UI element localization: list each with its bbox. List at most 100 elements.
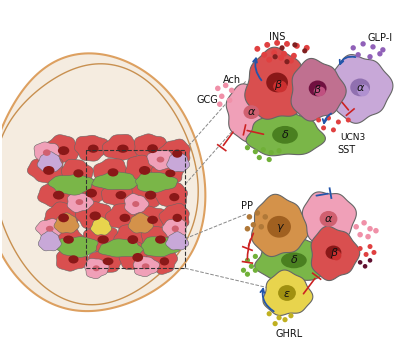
Ellipse shape xyxy=(244,105,259,119)
Polygon shape xyxy=(54,213,79,233)
Polygon shape xyxy=(141,226,176,253)
Point xyxy=(214,86,221,91)
Point xyxy=(252,149,258,154)
Point xyxy=(370,44,376,49)
Ellipse shape xyxy=(117,145,128,153)
Point xyxy=(284,59,290,64)
Point xyxy=(363,252,369,257)
Point xyxy=(367,226,373,232)
Text: Ach: Ach xyxy=(222,75,241,86)
Point xyxy=(288,313,294,318)
Polygon shape xyxy=(159,203,189,230)
Polygon shape xyxy=(67,192,94,212)
Polygon shape xyxy=(133,256,160,277)
Text: α: α xyxy=(325,214,332,224)
Ellipse shape xyxy=(281,252,307,268)
Point xyxy=(355,52,361,58)
Ellipse shape xyxy=(53,191,64,199)
Point xyxy=(350,45,356,50)
Polygon shape xyxy=(38,231,61,251)
Point xyxy=(316,117,322,123)
Text: δ: δ xyxy=(290,255,297,265)
Point xyxy=(291,53,297,59)
Point xyxy=(274,40,280,46)
Polygon shape xyxy=(89,249,122,272)
Ellipse shape xyxy=(93,265,100,271)
Polygon shape xyxy=(134,134,168,162)
Ellipse shape xyxy=(157,157,164,163)
Point xyxy=(294,43,300,49)
Ellipse shape xyxy=(58,213,69,222)
Ellipse shape xyxy=(132,201,139,207)
Text: GLP-I: GLP-I xyxy=(367,33,392,43)
Ellipse shape xyxy=(172,225,179,232)
Polygon shape xyxy=(147,248,178,275)
Polygon shape xyxy=(102,181,135,207)
Ellipse shape xyxy=(142,263,150,269)
Polygon shape xyxy=(141,237,181,257)
Text: SST: SST xyxy=(337,145,355,155)
Polygon shape xyxy=(167,151,190,172)
Point xyxy=(260,147,266,152)
Point xyxy=(222,83,229,88)
Polygon shape xyxy=(48,175,94,195)
Point xyxy=(276,148,282,153)
Polygon shape xyxy=(136,172,178,192)
Polygon shape xyxy=(132,180,168,209)
Point xyxy=(244,271,251,277)
Ellipse shape xyxy=(326,246,341,260)
Ellipse shape xyxy=(272,126,298,144)
Point xyxy=(380,47,386,53)
Ellipse shape xyxy=(116,191,126,199)
Polygon shape xyxy=(36,219,62,239)
Polygon shape xyxy=(158,139,190,166)
Point xyxy=(240,268,247,273)
Ellipse shape xyxy=(120,214,130,222)
Point xyxy=(365,234,371,239)
Polygon shape xyxy=(74,135,108,161)
Ellipse shape xyxy=(266,73,288,92)
Point xyxy=(268,150,274,155)
Point xyxy=(272,54,278,59)
Ellipse shape xyxy=(147,216,158,224)
Polygon shape xyxy=(114,224,148,252)
Point xyxy=(353,224,359,229)
Ellipse shape xyxy=(128,235,138,244)
Point xyxy=(360,41,366,47)
Polygon shape xyxy=(252,194,310,256)
Point xyxy=(330,127,337,133)
Ellipse shape xyxy=(103,257,114,265)
Point xyxy=(218,93,225,99)
Point xyxy=(371,250,377,255)
Polygon shape xyxy=(106,204,139,229)
Polygon shape xyxy=(147,150,174,170)
Point xyxy=(264,42,270,48)
Polygon shape xyxy=(37,151,62,172)
Polygon shape xyxy=(162,218,187,240)
Point xyxy=(250,222,256,227)
Ellipse shape xyxy=(76,199,83,205)
Point xyxy=(226,98,233,103)
Polygon shape xyxy=(302,192,356,249)
Point xyxy=(258,224,264,229)
Point xyxy=(362,264,368,269)
Polygon shape xyxy=(332,55,393,123)
Ellipse shape xyxy=(155,236,166,244)
Polygon shape xyxy=(119,242,154,270)
Text: α: α xyxy=(356,84,364,93)
Text: δ: δ xyxy=(282,130,288,140)
Ellipse shape xyxy=(309,80,326,96)
Polygon shape xyxy=(134,206,168,233)
Ellipse shape xyxy=(98,236,109,244)
Point xyxy=(373,228,379,234)
Polygon shape xyxy=(155,183,188,210)
Ellipse shape xyxy=(165,169,176,177)
Point xyxy=(252,268,258,273)
Polygon shape xyxy=(61,159,93,186)
Text: GHRL: GHRL xyxy=(275,328,302,339)
Text: GCG: GCG xyxy=(196,95,218,105)
Ellipse shape xyxy=(332,251,341,261)
Polygon shape xyxy=(255,236,334,281)
Polygon shape xyxy=(166,232,189,250)
Point xyxy=(345,117,352,123)
